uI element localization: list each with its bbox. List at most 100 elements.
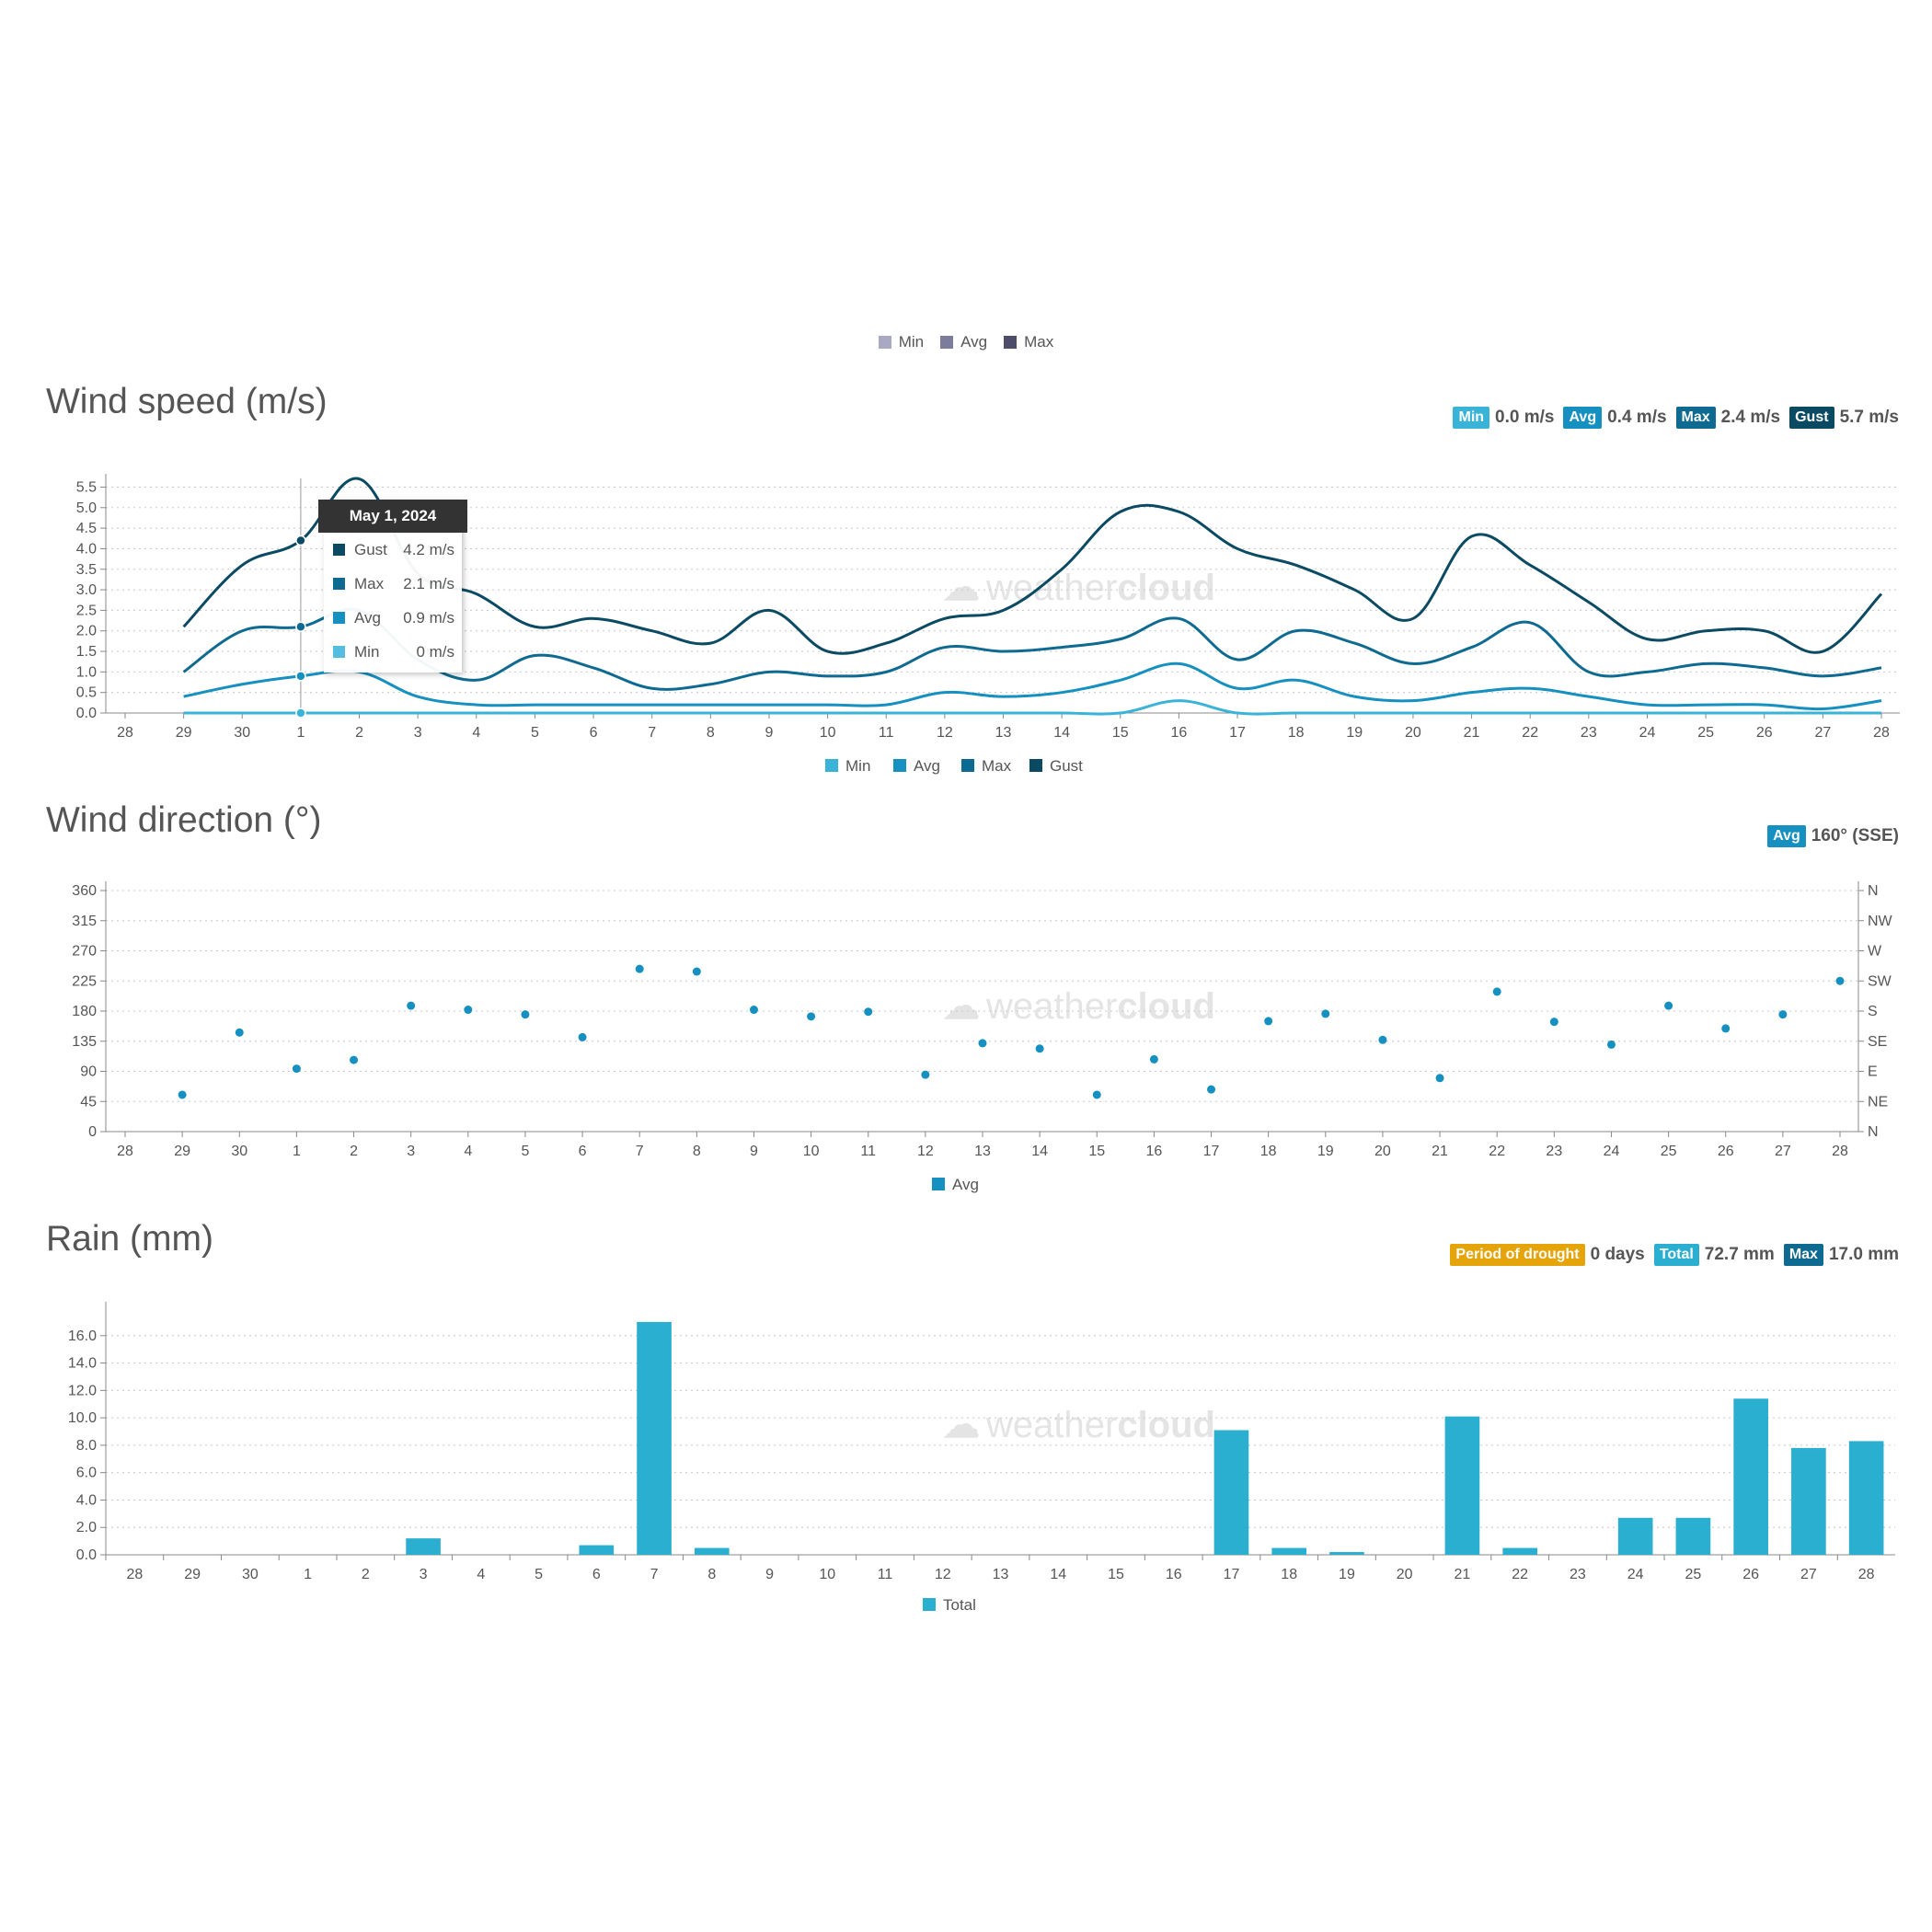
rain-stat: Max 17.0 mm: [1783, 1244, 1899, 1266]
watermark-text: weathercloud: [985, 1405, 1215, 1445]
scatter-point: [1835, 976, 1845, 985]
y-tick-label: 2.0: [76, 624, 97, 639]
top-legend-item-avg[interactable]: Avg: [940, 333, 987, 351]
x-tick-label: 9: [765, 725, 774, 741]
scatter-point: [350, 1055, 359, 1064]
legend-label: Avg: [914, 757, 940, 775]
x-tick-label: 18: [1281, 1567, 1297, 1582]
legend-label: Avg: [952, 1176, 979, 1193]
legend-item-max[interactable]: Max: [961, 757, 1012, 775]
x-tick-label: 30: [234, 725, 250, 741]
y-tick-label: 0: [88, 1124, 97, 1140]
scatter-point: [749, 1006, 758, 1015]
wind-speed-chart[interactable]: ☁ weathercloud 0.0 0.5 1.0 1.5 2.0 2.5 3.0 3.5 4.0…: [0, 442, 1932, 775]
x-tick-label: 7: [650, 1567, 659, 1582]
x-tick-label: 21: [1464, 725, 1480, 741]
top-legend-item-max[interactable]: Max: [1004, 333, 1053, 351]
x-tick-label: 23: [1546, 1144, 1562, 1159]
x-tick-label: 14: [1050, 1567, 1066, 1582]
scatter-point: [1207, 1085, 1216, 1094]
rain-bar: [1733, 1398, 1768, 1555]
x-tick-label: 15: [1112, 725, 1129, 741]
x-tick-label: 25: [1661, 1144, 1677, 1159]
legend-swatch: [932, 1178, 945, 1190]
x-tick-label: 8: [707, 1567, 716, 1582]
x-tick-label: 10: [819, 1567, 835, 1582]
scatter-point: [1664, 1001, 1673, 1010]
tooltip-row-max: Max 2.1 m/s: [324, 567, 462, 601]
x-tick-label: 24: [1604, 1144, 1620, 1159]
rain-bar: [1444, 1416, 1480, 1555]
legend-item-avg[interactable]: Avg: [932, 1176, 979, 1193]
x-tick-label: 9: [765, 1567, 774, 1582]
wind-speed-stat-value: 5.7 m/s: [1839, 408, 1899, 427]
x-tick-label: 14: [1053, 725, 1070, 741]
x-tick-label: 27: [1814, 725, 1831, 741]
x-tick-label: 28: [1832, 1144, 1848, 1159]
y-tick-label: 45: [80, 1094, 97, 1110]
legend-item-avg[interactable]: Avg: [893, 757, 940, 775]
x-tick-label: 2: [350, 1144, 358, 1159]
x-tick-label: 4: [472, 725, 480, 741]
watermark: ☁ weathercloud: [943, 986, 1215, 1027]
x-tick-label: 13: [995, 725, 1012, 741]
top-legend-item-min[interactable]: Min: [878, 333, 924, 351]
scatter-point: [578, 1032, 587, 1041]
x-tick-label: 5: [531, 725, 539, 741]
rain-bar: [1271, 1547, 1307, 1555]
scatter-point: [1035, 1044, 1044, 1053]
scatter-point: [178, 1090, 187, 1099]
x-tick-label: 7: [648, 725, 656, 741]
tooltip-name: Min: [354, 642, 380, 661]
x-tick-label: 2: [355, 725, 363, 741]
x-tick-label: 19: [1317, 1144, 1334, 1159]
x-tick-label: 24: [1627, 1567, 1644, 1582]
rain-bar: [1791, 1447, 1826, 1555]
x-tick-label: 4: [464, 1144, 472, 1159]
legend-item-min[interactable]: Min: [825, 757, 870, 775]
x-tick-label: 15: [1088, 1144, 1105, 1159]
scatter-point: [1778, 1010, 1788, 1019]
y-tick-label: 1.0: [76, 664, 97, 680]
scatter-point: [464, 1006, 473, 1015]
top-legend: Min Avg Max: [0, 333, 1932, 351]
rain-bar: [1329, 1552, 1364, 1555]
wind-speed-stat: Avg 0.4 m/s: [1563, 407, 1667, 429]
scatter-point: [1264, 1017, 1273, 1026]
legend-item-gust[interactable]: Gust: [1029, 757, 1083, 775]
x-tick-label: 27: [1800, 1567, 1817, 1582]
x-tick-label: 1: [296, 725, 305, 741]
x-tick-label: 26: [1742, 1567, 1759, 1582]
y-tick-label: 270: [72, 944, 97, 960]
y-tick-label: 0.0: [76, 706, 97, 721]
wind-speed-tooltip: May 1, 2024 Gust 4.2 m/s Max 2.1 m/s Avg 0.…: [318, 500, 467, 673]
legend-label: Avg: [960, 333, 988, 351]
y-tick-label: 4.0: [76, 541, 97, 557]
x-tick-label: 18: [1288, 725, 1305, 741]
legend-item-total[interactable]: Total: [923, 1596, 976, 1614]
series-line-avg: [183, 661, 1882, 711]
wind-speed-stat: Min 0.0 m/s: [1453, 407, 1554, 429]
wind-direction-title: Wind direction (°): [46, 800, 322, 840]
wind-speed-stat-badge: Gust: [1789, 407, 1834, 429]
x-tick-label: 11: [879, 725, 894, 741]
wind-speed-stat-value: 0.4 m/s: [1607, 408, 1667, 427]
scatter-point: [1549, 1018, 1558, 1027]
legend-swatch: [923, 1598, 936, 1611]
rain-stat-value: 17.0 mm: [1828, 1245, 1899, 1264]
scatter-point: [864, 1007, 873, 1017]
x-tick-label: 12: [937, 725, 953, 741]
tooltip-value: 0.9 m/s: [403, 608, 454, 627]
tooltip-row-gust: Gust 4.2 m/s: [324, 533, 462, 567]
x-tick-label: 6: [590, 725, 598, 741]
x-tick-label: 5: [535, 1567, 543, 1582]
x-tick-label: 28: [1858, 1567, 1875, 1582]
rain-bar: [406, 1538, 441, 1555]
y-tick-label: 1.5: [76, 644, 97, 660]
rain-bar: [1213, 1430, 1249, 1555]
rain-chart[interactable]: ☁ weathercloud 0.0 2.0 4.0 6.0 8.0 10.0 12.0 14.0…: [0, 1288, 1932, 1619]
x-tick-label: 4: [477, 1567, 485, 1582]
x-tick-label: 3: [414, 725, 422, 741]
x-tick-label: 26: [1756, 725, 1773, 741]
